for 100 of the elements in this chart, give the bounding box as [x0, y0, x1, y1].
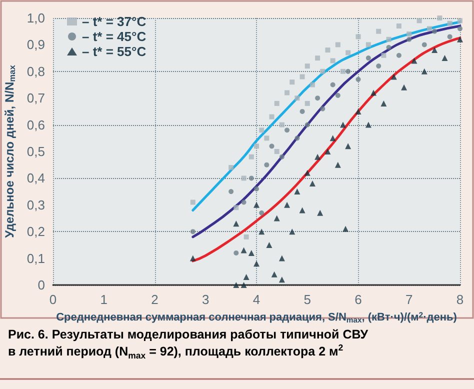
- point: [376, 64, 382, 69]
- legend-label: – t* = 55°C: [82, 44, 147, 59]
- point: [457, 36, 463, 42]
- point: [274, 215, 280, 222]
- point: [190, 229, 196, 234]
- point: [437, 16, 442, 20]
- point: [244, 234, 249, 240]
- point: [284, 128, 290, 133]
- point: [248, 154, 254, 160]
- point: [241, 176, 246, 181]
- point: [447, 34, 452, 40]
- point: [366, 56, 371, 61]
- point: [304, 100, 310, 106]
- point: [234, 250, 239, 256]
- point: [422, 42, 427, 48]
- point: [370, 90, 377, 96]
- x-tick-label: 3: [202, 292, 210, 307]
- point: [254, 202, 260, 208]
- point: [426, 26, 432, 32]
- y-tick-label: 0,5: [26, 144, 45, 159]
- point: [330, 82, 336, 88]
- point: [421, 68, 428, 74]
- x-tick-label: 8: [456, 292, 464, 307]
- x-tick-label: 4: [252, 292, 260, 307]
- point: [330, 58, 336, 64]
- legend-label: – t* = 37°C: [82, 14, 147, 29]
- point: [278, 255, 285, 262]
- y-tick-label: 0,2: [26, 224, 45, 240]
- point: [294, 136, 300, 141]
- y-tick-label: 0,1: [26, 250, 45, 266]
- point: [335, 92, 340, 98]
- point: [330, 135, 336, 142]
- y-tick-label: 0,4: [26, 170, 45, 186]
- point: [233, 282, 240, 288]
- point: [248, 176, 254, 181]
- point: [458, 18, 462, 24]
- point: [279, 154, 284, 160]
- y-tick-label: 1,0: [26, 10, 45, 26]
- point: [243, 274, 250, 280]
- point: [356, 34, 361, 40]
- point: [254, 186, 259, 192]
- point: [294, 96, 300, 101]
- point: [279, 122, 284, 128]
- y-tick-label: 0,6: [26, 117, 45, 132]
- point: [356, 76, 361, 82]
- point: [355, 108, 362, 114]
- point: [233, 220, 240, 227]
- point: [271, 271, 278, 278]
- point: [264, 162, 270, 168]
- point: [284, 202, 290, 208]
- point: [376, 28, 382, 34]
- point: [386, 44, 392, 50]
- point: [269, 144, 274, 149]
- point: [304, 170, 310, 176]
- point: [278, 276, 285, 283]
- point: [442, 55, 448, 62]
- point: [432, 47, 438, 54]
- point: [266, 242, 272, 248]
- point: [304, 122, 310, 128]
- y-tick-label: 0,8: [26, 64, 45, 79]
- point: [386, 36, 392, 42]
- point: [259, 210, 264, 216]
- point: [190, 255, 196, 262]
- point: [320, 106, 326, 112]
- point: [381, 52, 386, 58]
- point: [240, 247, 247, 254]
- point: [310, 82, 315, 88]
- point: [269, 114, 274, 120]
- point: [390, 74, 397, 80]
- point: [228, 189, 234, 194]
- point: [294, 188, 300, 195]
- point: [366, 42, 371, 48]
- point: [406, 32, 412, 37]
- point: [324, 148, 331, 154]
- point: [234, 205, 239, 210]
- point: [345, 143, 352, 150]
- point: [315, 96, 320, 101]
- point: [254, 144, 259, 149]
- point: [334, 162, 341, 168]
- point: [228, 165, 234, 170]
- point: [241, 200, 246, 205]
- point: [264, 136, 270, 141]
- x-tick-label: 6: [354, 292, 362, 307]
- point: [320, 68, 326, 74]
- point: [315, 56, 320, 61]
- y-tick-label: 0,3: [26, 197, 45, 212]
- point: [432, 28, 438, 34]
- point: [335, 42, 340, 48]
- y-tick-label: 0: [38, 278, 45, 292]
- x-tick-label: 0: [49, 292, 57, 307]
- point: [340, 68, 346, 74]
- point: [406, 36, 412, 42]
- point: [284, 90, 290, 96]
- y-axis-title: Удельное число дней, N/Nmax: [2, 64, 18, 238]
- point: [300, 74, 305, 80]
- point: [254, 260, 260, 267]
- point: [259, 128, 264, 133]
- x-tick-label: 1: [100, 292, 108, 307]
- point: [240, 282, 247, 288]
- point: [342, 226, 349, 232]
